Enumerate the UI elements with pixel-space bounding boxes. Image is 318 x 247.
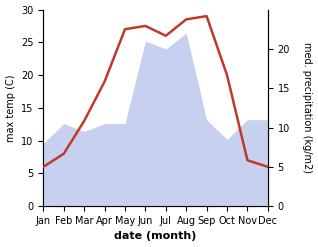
- X-axis label: date (month): date (month): [114, 231, 197, 242]
- Y-axis label: max temp (C): max temp (C): [5, 74, 16, 142]
- Y-axis label: med. precipitation (kg/m2): med. precipitation (kg/m2): [302, 42, 313, 173]
